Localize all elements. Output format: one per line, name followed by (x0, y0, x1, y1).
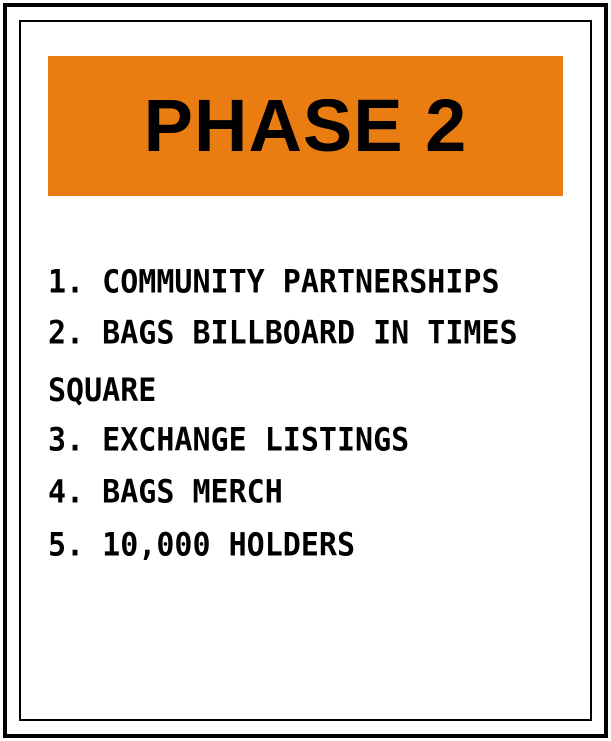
milestone-list: 1. COMMUNITY PARTNERSHIPS 2. BAGS BILLBO… (48, 257, 568, 572)
milestone-item: 1. COMMUNITY PARTNERSHIPS (48, 263, 500, 302)
inner-frame (19, 20, 592, 721)
milestone-item: 4. BAGS MERCH (48, 473, 283, 512)
milestone-item: 2. BAGS BILLBOARD IN TIMES SQUARE (48, 313, 518, 409)
milestone-item: 5. 10,000 HOLDERS (48, 526, 356, 564)
outer-frame (3, 3, 608, 738)
phase-title: PHASE 2 (143, 84, 468, 167)
milestone-item: 3. EXCHANGE LISTINGS (48, 421, 410, 459)
header-banner: PHASE 2 (48, 56, 563, 196)
